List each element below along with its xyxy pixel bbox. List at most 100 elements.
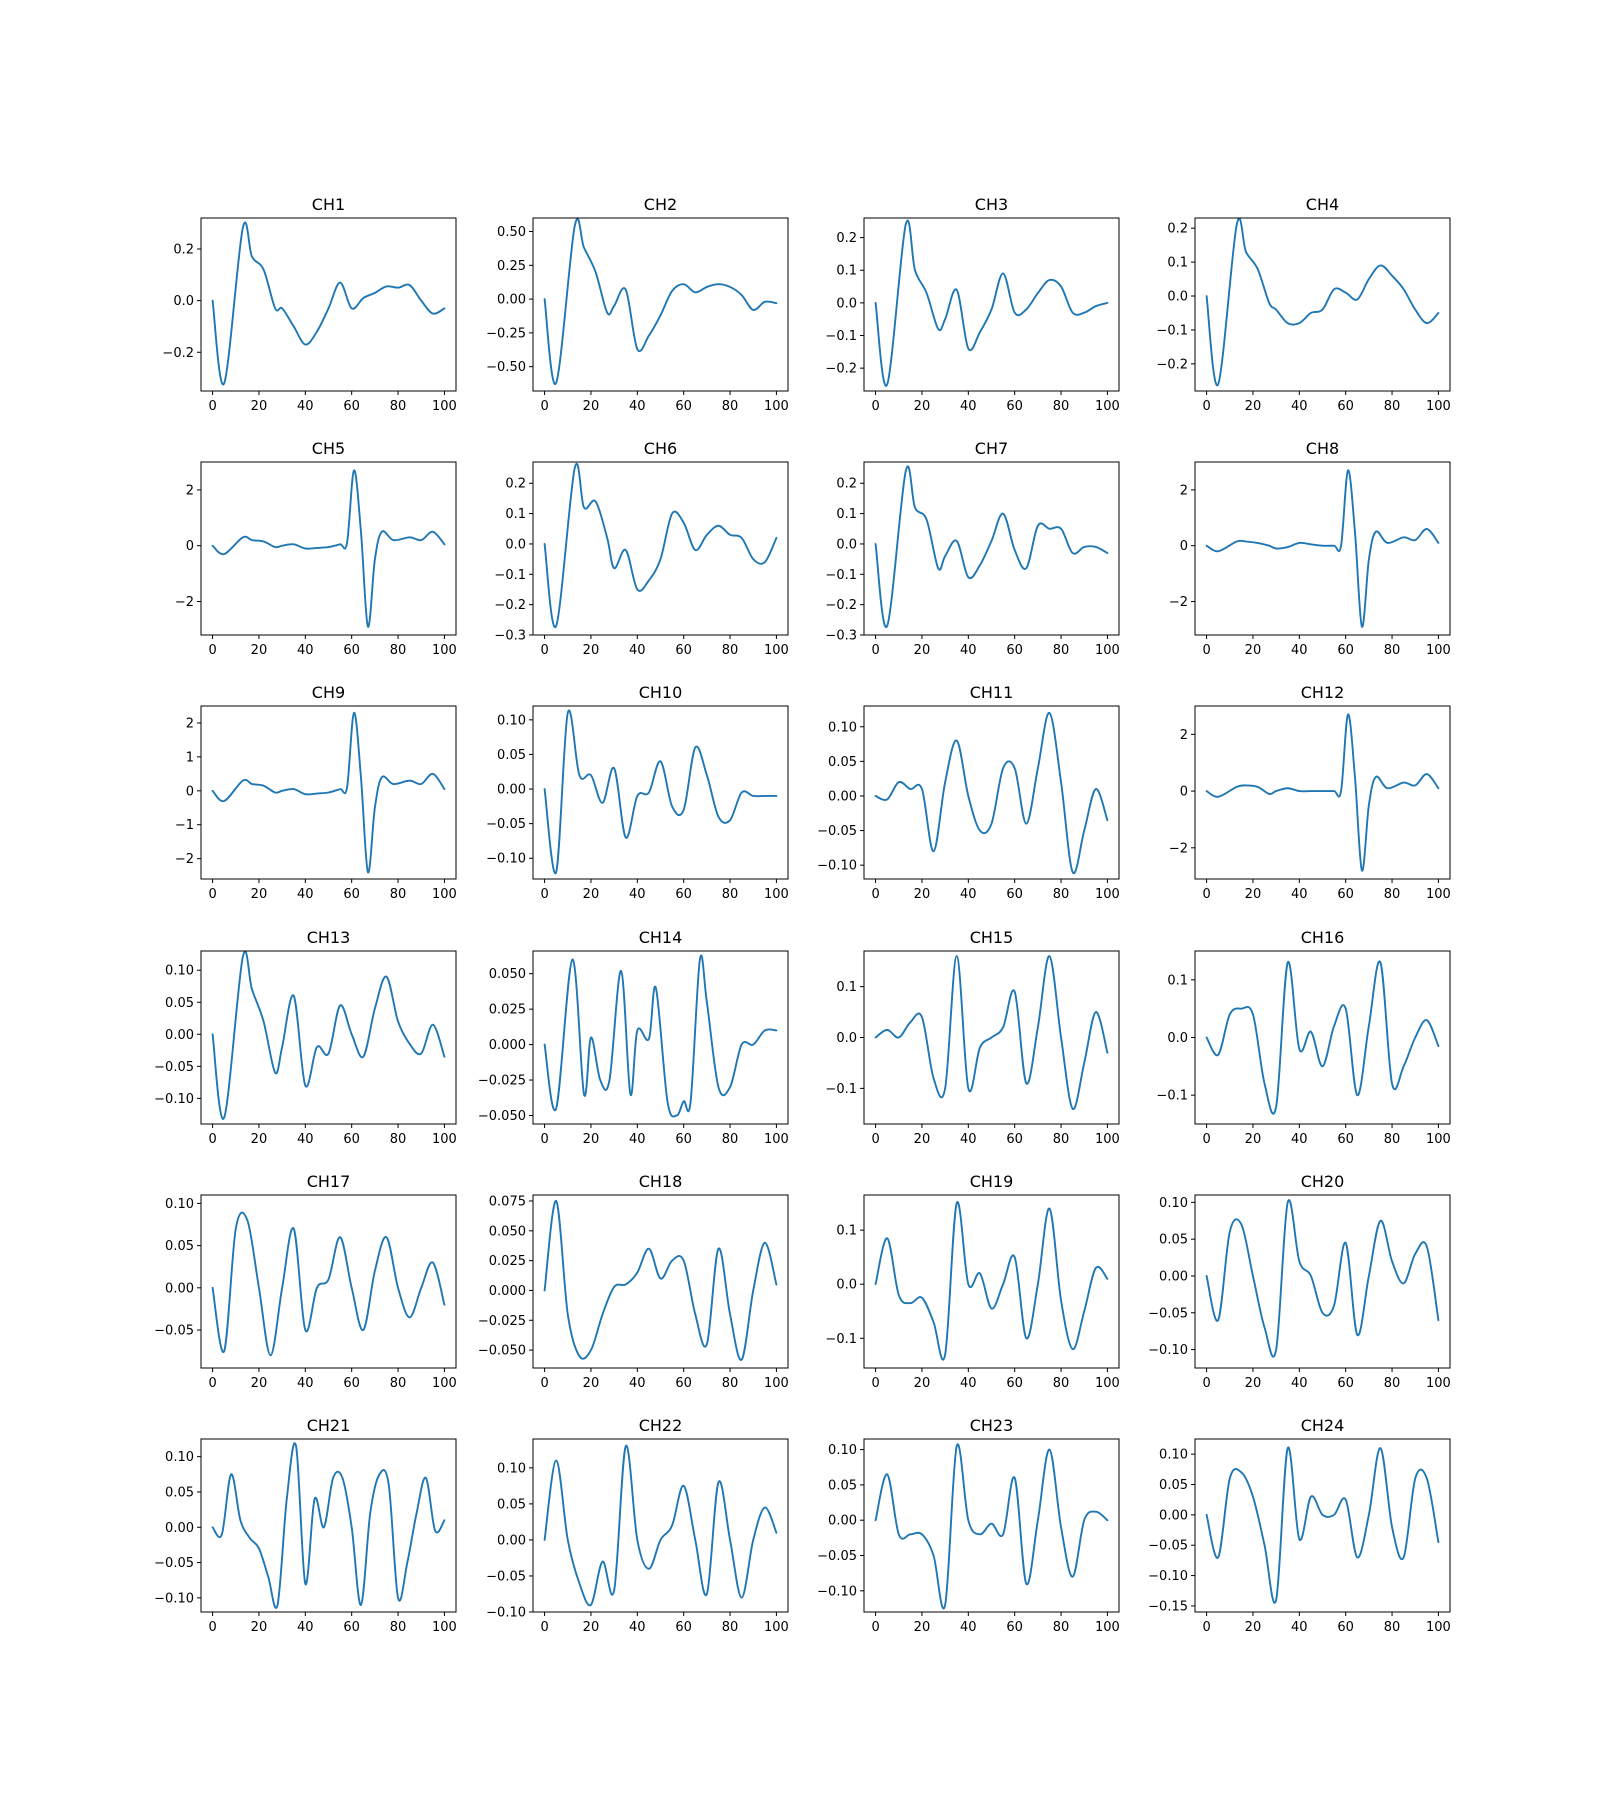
y-tick-label: 1 [186,750,194,765]
x-tick-label: 60 [1337,1620,1354,1635]
x-tick-label: 0 [208,1620,216,1635]
x-tick-label: 80 [722,1620,739,1635]
x-tick-label: 60 [1006,1376,1023,1391]
x-tick-label: 40 [960,1620,977,1635]
x-tick-label: 80 [1384,1376,1401,1391]
x-tick-label: 80 [722,1132,739,1147]
x-tick-label: 0 [1202,1132,1210,1147]
y-tick-label: −0.10 [486,852,526,867]
x-tick-label: 0 [540,643,548,658]
axes-frame [532,950,789,1125]
x-tick-label: 60 [1006,399,1023,414]
y-tick-label: −0.05 [1148,1306,1188,1321]
x-tick-label: 40 [629,1620,646,1635]
y-tick-label: 0.00 [497,783,526,798]
x-tick-label: 20 [583,887,600,902]
y-tick-label: −0.3 [825,629,857,644]
y-tick-label: 0.0 [836,296,857,311]
x-tick-label: 80 [1053,887,1070,902]
y-tick-label: −0.1 [825,329,857,344]
axes-frame [863,1438,1120,1613]
x-tick-label: 60 [675,1376,692,1391]
series-line [874,219,1109,387]
x-tick-label: 40 [297,1376,314,1391]
x-tick-label: 100 [1095,643,1120,658]
x-tick-label: 100 [1426,399,1451,414]
series-line [1205,713,1440,872]
x-tick-label: 80 [1384,1132,1401,1147]
y-tick-label: 2 [186,483,194,498]
x-tick-label: 20 [251,887,268,902]
x-tick-label: 60 [675,887,692,902]
chart-panel: CH3 0 20 40 60 80 100 −0.2 −0.1 0.0 0.1 0.2 [825,195,1119,414]
y-tick-label: −0.1 [494,568,526,583]
x-tick-label: 20 [1245,399,1262,414]
y-tick-label: −0.025 [478,1314,526,1329]
x-tick-label: 40 [1291,1620,1308,1635]
series-line [1205,1446,1440,1604]
x-tick-label: 0 [1202,1376,1210,1391]
x-tick-label: 60 [1337,643,1354,658]
series-line [211,1442,446,1609]
x-tick-label: 100 [764,1132,789,1147]
y-tick-label: 0.0 [836,1278,857,1293]
x-tick-label: 100 [1095,399,1120,414]
x-tick-label: 60 [1337,1376,1354,1391]
x-tick-label: 60 [675,399,692,414]
x-tick-label: 0 [540,399,548,414]
axes-frame [200,950,457,1125]
y-tick-label: −0.05 [486,817,526,832]
series-line [543,954,778,1118]
x-tick-label: 100 [764,399,789,414]
x-tick-label: 100 [432,1620,457,1635]
y-tick-label: −2 [1169,595,1188,610]
y-tick-label: 0.1 [836,264,857,279]
series-line [874,711,1109,875]
y-tick-label: 0.0 [836,537,857,552]
chart-panel: CH4 0 20 40 60 80 100 −0.2 −0.1 0.0 0.1 0.2 [1156,195,1450,414]
y-tick-label: 0.10 [165,1450,194,1465]
axes-frame [200,1194,457,1369]
x-tick-label: 20 [914,1376,931,1391]
y-tick-label: −0.2 [1156,357,1188,372]
x-tick-label: 60 [343,643,360,658]
y-tick-label: 0.10 [1159,1196,1188,1211]
x-tick-label: 60 [1006,643,1023,658]
y-tick-label: 0.050 [489,1224,526,1239]
x-tick-label: 60 [1337,399,1354,414]
y-tick-label: 0 [1180,785,1188,800]
x-tick-label: 80 [1384,399,1401,414]
x-tick-label: 60 [1006,887,1023,902]
x-tick-label: 100 [764,887,789,902]
chart-panel: CH6 0 20 40 60 80 100 −0.3 −0.2 −0.1 0.0 0.1 0.2 [494,439,788,658]
series-line [211,469,446,628]
x-tick-label: 80 [722,887,739,902]
x-tick-label: 20 [583,399,600,414]
y-tick-label: −0.025 [478,1074,526,1089]
x-tick-label: 40 [1291,887,1308,902]
y-tick-label: 0.00 [828,789,857,804]
chart-panel: CH22 0 20 40 60 80 100 −0.10 −0.05 0.00 0.05 0.10 [486,1416,789,1635]
x-tick-label: 100 [432,643,457,658]
axes-frame [532,705,789,880]
y-tick-label: 0.10 [165,1197,194,1212]
y-tick-label: 0.000 [489,1284,526,1299]
y-tick-label: −0.10 [154,1591,194,1606]
x-tick-label: 80 [1384,643,1401,658]
y-tick-label: 0 [186,539,194,554]
axes-frame [200,1438,457,1613]
chart-title: CH13 [307,928,351,947]
chart-panel: CH24 0 20 40 60 80 100 −0.15 −0.10 −0.05 0.00 0.05 0… [1148,1416,1451,1635]
chart-panel: CH15 0 20 40 60 80 100 −0.1 0.0 0.1 [825,928,1119,1147]
y-tick-label: 0.1 [836,507,857,522]
series-line [1205,217,1440,387]
x-tick-label: 80 [1053,643,1070,658]
x-tick-label: 0 [1202,399,1210,414]
x-tick-label: 40 [629,399,646,414]
y-tick-label: 0.2 [1167,222,1188,237]
x-tick-label: 40 [960,643,977,658]
x-tick-label: 100 [764,1376,789,1391]
x-tick-label: 60 [1337,887,1354,902]
chart-panel: CH7 0 20 40 60 80 100 −0.3 −0.2 −0.1 0.0 0.1 0.2 [825,439,1119,658]
y-tick-label: 0.05 [165,1239,194,1254]
